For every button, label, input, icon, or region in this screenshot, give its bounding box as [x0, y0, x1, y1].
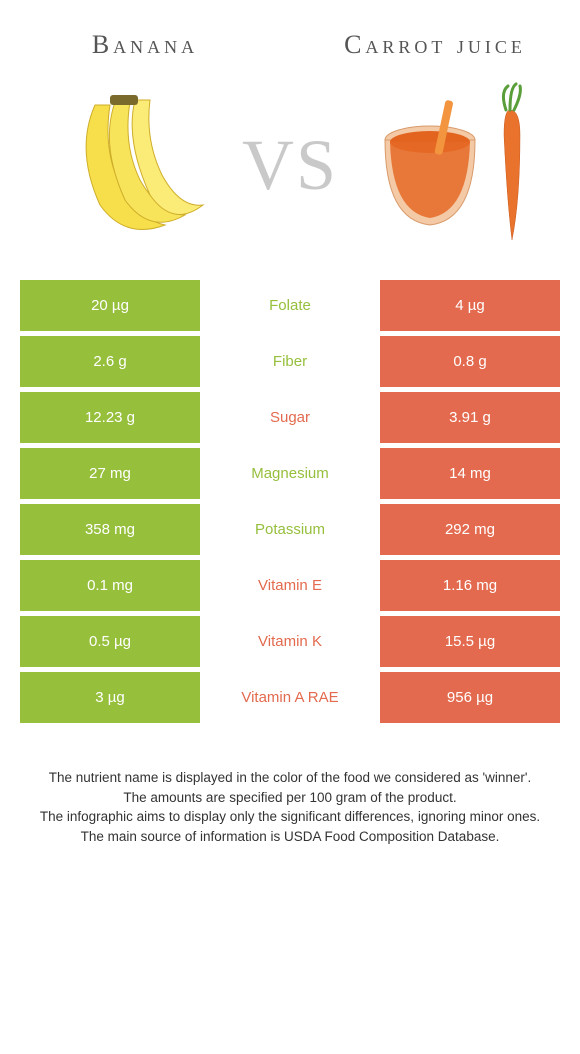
nutrient-name: Folate [200, 280, 380, 331]
left-value: 0.1 mg [20, 560, 200, 611]
left-value: 3 µg [20, 672, 200, 723]
table-row: 20 µgFolate4 µg [20, 280, 560, 336]
footnote-line: The main source of information is USDA F… [20, 827, 560, 847]
nutrient-name: Sugar [200, 392, 380, 443]
right-value: 292 mg [380, 504, 560, 555]
table-row: 27 mgMagnesium14 mg [20, 448, 560, 504]
table-row: 3 µgVitamin A RAE956 µg [20, 672, 560, 728]
left-value: 20 µg [20, 280, 200, 331]
comparison-table: 20 µgFolate4 µg2.6 gFiber0.8 g12.23 gSug… [20, 280, 560, 728]
left-value: 2.6 g [20, 336, 200, 387]
nutrient-name: Magnesium [200, 448, 380, 499]
table-row: 358 mgPotassium292 mg [20, 504, 560, 560]
header: Banana Carrot juice [0, 0, 580, 70]
footnotes: The nutrient name is displayed in the co… [20, 768, 560, 846]
footnote-line: The nutrient name is displayed in the co… [20, 768, 560, 788]
table-row: 0.1 mgVitamin E1.16 mg [20, 560, 560, 616]
right-food-title: Carrot juice [340, 30, 530, 60]
right-value: 956 µg [380, 672, 560, 723]
vs-label: VS [242, 124, 338, 207]
right-value: 0.8 g [380, 336, 560, 387]
right-value: 3.91 g [380, 392, 560, 443]
table-row: 2.6 gFiber0.8 g [20, 336, 560, 392]
footnote-line: The amounts are specified per 100 gram o… [20, 788, 560, 808]
left-value: 27 mg [20, 448, 200, 499]
footnote-line: The infographic aims to display only the… [20, 807, 560, 827]
left-value: 12.23 g [20, 392, 200, 443]
nutrient-name: Potassium [200, 504, 380, 555]
right-value: 4 µg [380, 280, 560, 331]
right-value: 14 mg [380, 448, 560, 499]
left-food-title: Banana [50, 30, 240, 60]
right-value: 15.5 µg [380, 616, 560, 667]
nutrient-name: Vitamin E [200, 560, 380, 611]
right-value: 1.16 mg [380, 560, 560, 611]
left-value: 358 mg [20, 504, 200, 555]
nutrient-name: Vitamin A RAE [200, 672, 380, 723]
table-row: 12.23 gSugar3.91 g [20, 392, 560, 448]
carrot-juice-image [360, 75, 540, 255]
nutrient-name: Fiber [200, 336, 380, 387]
banana-image [40, 75, 220, 255]
table-row: 0.5 µgVitamin K15.5 µg [20, 616, 560, 672]
nutrient-name: Vitamin K [200, 616, 380, 667]
left-value: 0.5 µg [20, 616, 200, 667]
images-row: VS [0, 70, 580, 280]
